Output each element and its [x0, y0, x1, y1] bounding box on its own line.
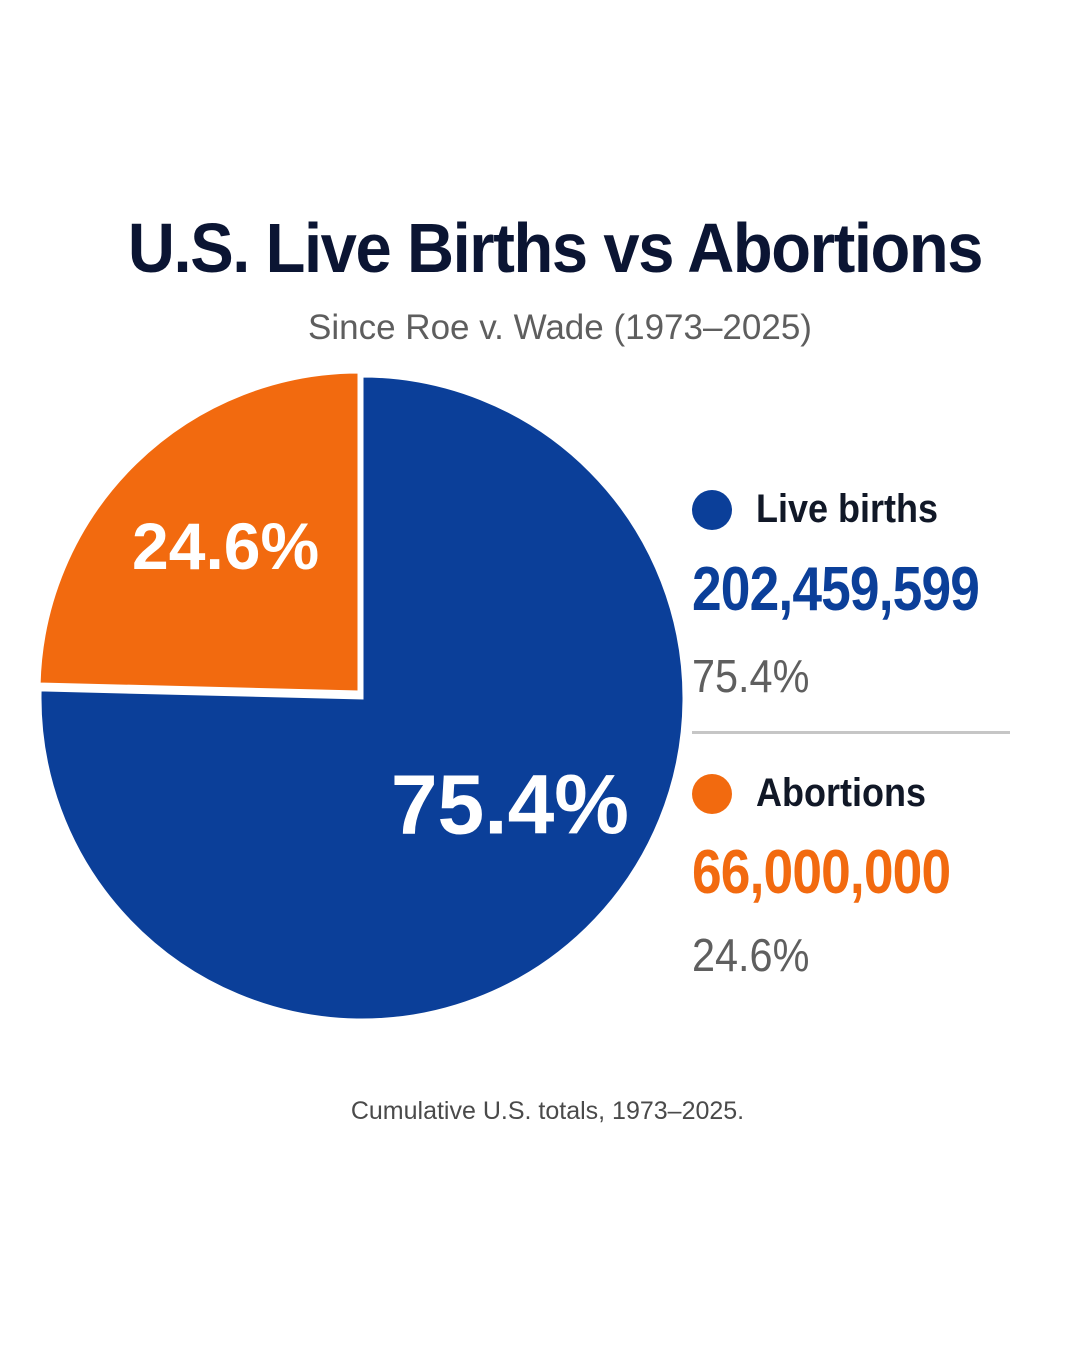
- pie-label-live-births: 75.4%: [391, 758, 629, 852]
- legend-percent-abortions: 24.6%: [692, 929, 810, 981]
- legend-value-abortions: 66,000,000: [692, 838, 951, 907]
- chart-title: U.S. Live Births vs Abortions: [127, 209, 984, 287]
- legend-label-live-births: Live births: [756, 487, 939, 531]
- legend-dot-abortions: [692, 774, 732, 814]
- chart-subtitle: Since Roe v. Wade (1973–2025): [308, 308, 812, 347]
- pie-slice-abortions: [37, 370, 361, 694]
- chart-footnote: Cumulative U.S. totals, 1973–2025.: [350, 1097, 745, 1125]
- pie-slice-live-births: [38, 374, 686, 1022]
- pie-label-abortions: 24.6%: [132, 509, 319, 583]
- legend-value-live-births: 202,459,599: [692, 555, 980, 624]
- legend-label-abortions: Abortions: [756, 771, 926, 815]
- legend-percent-live-births: 75.4%: [692, 650, 810, 702]
- legend-divider: [692, 731, 1010, 734]
- legend-dot-live-births: [692, 490, 732, 530]
